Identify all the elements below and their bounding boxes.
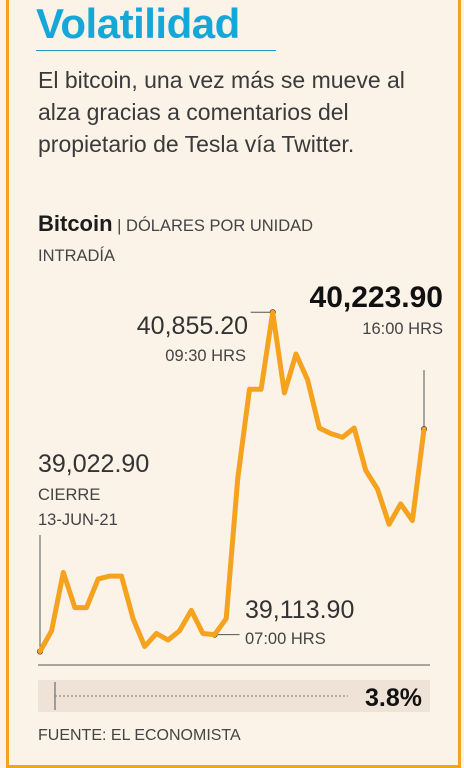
last-value-label: 40,223.90 (310, 281, 443, 314)
frame-left-border (6, 0, 9, 768)
bitcoin-price-line (37, 309, 427, 654)
frame-right-border (458, 0, 461, 768)
close-date-label: 13-JUN-21 (38, 511, 118, 529)
subtitle-text: El bitcoin, una vez más se mueve al alza… (38, 67, 405, 157)
high-time-label: 09:30 HRS (165, 347, 246, 365)
low-time-label: 07:00 HRS (245, 630, 326, 648)
source-note: FUENTE: EL ECONOMISTA (38, 727, 241, 744)
low-value-label: 39,113.90 (245, 596, 354, 624)
headline-title: Volatilidad (36, 0, 240, 47)
heading-separator: | (117, 217, 127, 235)
title-underline (36, 50, 276, 51)
frame-bottom-border (6, 765, 461, 768)
change-percent-label: 3.8% (365, 684, 422, 712)
chart-heading: Bitcoin | DÓLARES POR UNIDAD (38, 211, 313, 237)
high-value-label: 40,855.20 (137, 312, 248, 340)
unit-label: DÓLARES POR UNIDAD (126, 217, 314, 235)
asset-name: Bitcoin (38, 211, 113, 236)
period-label: INTRADÍA (38, 247, 116, 265)
close-caption-label: CIERRE (38, 486, 100, 504)
close-value-label: 39,022.90 (38, 450, 149, 478)
last-time-label: 16:00 HRS (362, 320, 443, 338)
